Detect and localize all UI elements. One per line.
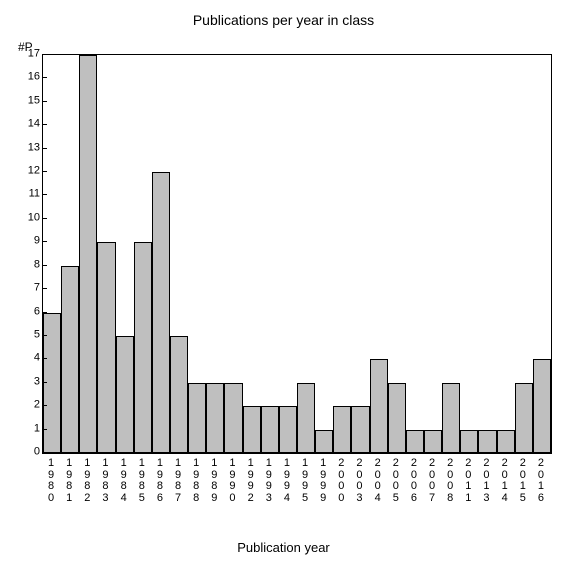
x-tick-label: 2006 — [405, 458, 423, 504]
x-tick-label: 2003 — [350, 458, 368, 504]
bar — [97, 242, 115, 453]
x-tick-label: 1988 — [187, 458, 205, 504]
y-tick-label: 0 — [0, 447, 40, 458]
y-tick-mark — [42, 382, 47, 383]
bar — [515, 383, 533, 453]
y-tick-label: 6 — [0, 306, 40, 317]
bar — [134, 242, 152, 453]
y-tick-label: 9 — [0, 236, 40, 247]
bar — [460, 430, 478, 453]
x-tick-label: 2013 — [477, 458, 495, 504]
chart-title: Publications per year in class — [0, 12, 567, 28]
y-tick-mark — [42, 358, 47, 359]
y-tick-mark — [42, 101, 47, 102]
x-tick-label: 1986 — [151, 458, 169, 504]
y-tick-label: 3 — [0, 376, 40, 387]
x-tick-label: 1981 — [60, 458, 78, 504]
bar — [116, 336, 134, 453]
x-tick-label: 2016 — [532, 458, 550, 504]
y-tick-mark — [42, 241, 47, 242]
x-tick-label: 1984 — [115, 458, 133, 504]
y-tick-mark — [42, 171, 47, 172]
y-tick-mark — [42, 124, 47, 125]
bar — [370, 359, 388, 453]
y-tick-label: 12 — [0, 166, 40, 177]
bar — [442, 383, 460, 453]
bar — [333, 406, 351, 453]
bar — [79, 55, 97, 453]
bar — [406, 430, 424, 453]
y-tick-mark — [42, 54, 47, 55]
y-tick-label: 16 — [0, 72, 40, 83]
y-tick-label: 17 — [0, 49, 40, 60]
bar — [188, 383, 206, 453]
x-tick-label: 2014 — [496, 458, 514, 504]
y-tick-label: 8 — [0, 259, 40, 270]
x-tick-label: 1989 — [205, 458, 223, 504]
x-tick-label: 2011 — [459, 458, 477, 504]
x-tick-label: 2005 — [387, 458, 405, 504]
x-tick-label: 1990 — [223, 458, 241, 504]
bar — [224, 383, 242, 453]
bar — [315, 430, 333, 453]
bar — [152, 172, 170, 453]
y-tick-mark — [42, 429, 47, 430]
y-tick-label: 11 — [0, 189, 40, 200]
x-tick-label: 2007 — [423, 458, 441, 504]
bar — [351, 406, 369, 453]
x-tick-label: 1995 — [296, 458, 314, 504]
y-tick-label: 15 — [0, 95, 40, 106]
y-tick-mark — [42, 452, 47, 453]
bar — [261, 406, 279, 453]
bar — [170, 336, 188, 453]
y-tick-label: 13 — [0, 142, 40, 153]
y-tick-mark — [42, 218, 47, 219]
y-tick-mark — [42, 148, 47, 149]
bar — [43, 313, 61, 453]
x-tick-label: 2000 — [332, 458, 350, 504]
y-tick-label: 4 — [0, 353, 40, 364]
x-tick-label: 1985 — [133, 458, 151, 504]
bar — [206, 383, 224, 453]
bar — [388, 383, 406, 453]
y-tick-label: 2 — [0, 400, 40, 411]
x-tick-label: 1992 — [242, 458, 260, 504]
y-tick-mark — [42, 335, 47, 336]
x-axis-label: Publication year — [0, 540, 567, 555]
bar — [424, 430, 442, 453]
x-tick-label: 2004 — [369, 458, 387, 504]
x-tick-label: 1982 — [78, 458, 96, 504]
bar — [243, 406, 261, 453]
y-tick-mark — [42, 77, 47, 78]
x-tick-label: 2015 — [514, 458, 532, 504]
bar — [297, 383, 315, 453]
x-tick-label: 1993 — [260, 458, 278, 504]
x-tick-label: 1994 — [278, 458, 296, 504]
bar — [478, 430, 496, 453]
y-tick-mark — [42, 265, 47, 266]
bar — [61, 266, 79, 453]
y-tick-label: 10 — [0, 212, 40, 223]
x-tick-label: 2008 — [441, 458, 459, 504]
x-tick-label: 1987 — [169, 458, 187, 504]
x-tick-label: 1980 — [42, 458, 60, 504]
y-tick-mark — [42, 405, 47, 406]
chart-container: Publications per year in class #P Public… — [0, 0, 567, 567]
y-tick-mark — [42, 312, 47, 313]
y-tick-mark — [42, 288, 47, 289]
bar — [497, 430, 515, 453]
plot-area — [42, 54, 552, 454]
y-tick-label: 5 — [0, 329, 40, 340]
y-tick-label: 1 — [0, 423, 40, 434]
y-tick-label: 14 — [0, 119, 40, 130]
bar — [279, 406, 297, 453]
x-tick-label: 1999 — [314, 458, 332, 504]
y-tick-label: 7 — [0, 283, 40, 294]
x-tick-label: 1983 — [96, 458, 114, 504]
y-tick-mark — [42, 194, 47, 195]
bar — [533, 359, 551, 453]
